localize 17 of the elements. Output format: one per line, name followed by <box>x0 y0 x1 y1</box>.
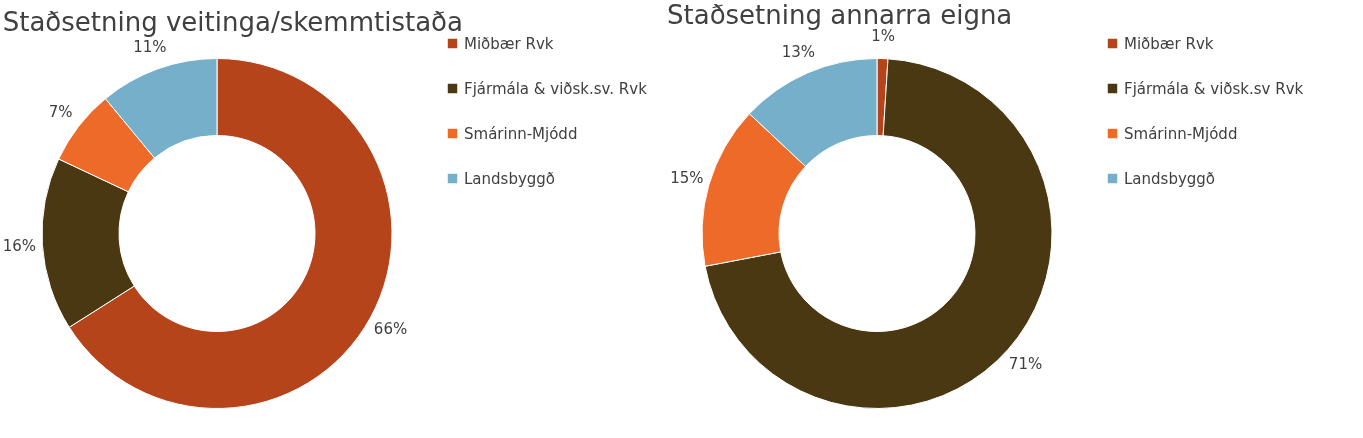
legend-label: Landsbyggð <box>464 169 556 188</box>
legend-label: Miðbær Rvk <box>464 34 554 53</box>
legend-label: Smárinn-Mjódd <box>464 124 578 143</box>
data-label: 7% <box>48 103 73 122</box>
legend-label: Landsbyggð <box>1124 169 1216 188</box>
legend-label: Fjármála & viðsk.sv. Rvk <box>464 79 648 98</box>
data-label: 15% <box>670 169 704 188</box>
legend-label: Smárinn-Mjódd <box>1124 124 1238 143</box>
data-label: 16% <box>2 236 37 255</box>
chart-title: Staðsetning veitinga/skemmtistaða <box>2 7 463 37</box>
data-label: 66% <box>373 319 408 338</box>
donut-slice <box>704 58 1053 409</box>
legend-label: Miðbær Rvk <box>1124 34 1214 53</box>
data-label: 71% <box>1008 355 1043 374</box>
data-label: 13% <box>781 42 816 61</box>
legend-label: Fjármála & viðsk.sv Rvk <box>1124 79 1304 98</box>
data-label: 11% <box>133 38 167 57</box>
